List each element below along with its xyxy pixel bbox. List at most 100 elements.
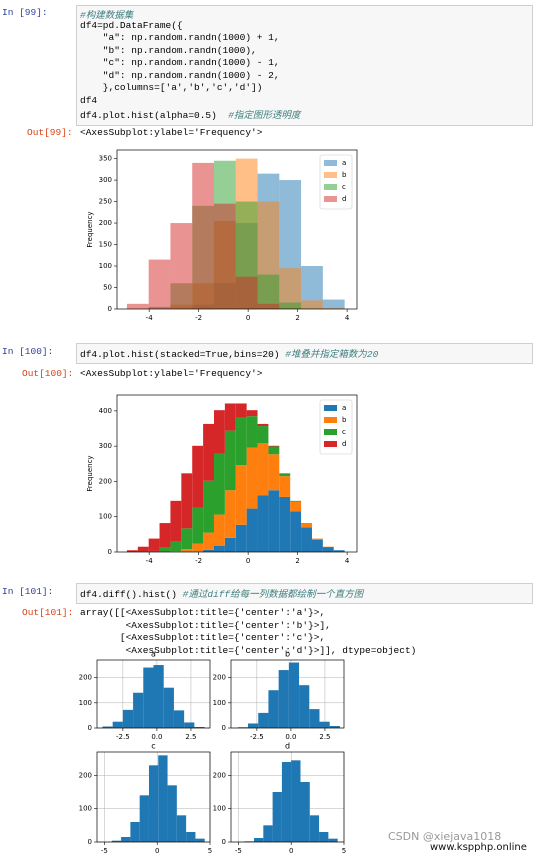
hist-bar <box>322 299 345 309</box>
hist-bar <box>192 507 204 544</box>
code-box <box>76 5 533 126</box>
code-text: df4.diff().hist() <box>80 589 183 600</box>
x-tick-label: -5 <box>235 847 242 855</box>
code-box <box>76 583 533 604</box>
y-tick-label: 200 <box>79 674 92 682</box>
hist-bar <box>224 430 236 491</box>
x-tick-label: -2 <box>195 557 202 565</box>
hist-bar <box>257 303 280 309</box>
hist-bar <box>281 762 292 842</box>
hist-bar <box>170 500 182 542</box>
hist-chart: 0 100 200 -5 0 5 d <box>213 742 347 855</box>
hist-bar <box>257 423 269 427</box>
hist-bar <box>235 276 258 309</box>
hist-bar <box>213 203 236 309</box>
hist-bar <box>170 551 182 552</box>
hist-bar <box>224 537 236 552</box>
output-text: <AxesSubplot:ylabel='Frequency'> <box>80 368 263 379</box>
hist-bar <box>167 785 177 842</box>
hist-bar <box>130 822 140 842</box>
hist-bar <box>279 496 291 552</box>
code-line: df4.plot.hist(stacked=True,bins=20) #堆叠并… <box>80 346 378 360</box>
y-tick-label: 0 <box>88 724 92 732</box>
output-text: <AxesSubplot:ylabel='Frequency'> <box>80 127 263 138</box>
code-text: df4.plot.hist(stacked=True,bins=20) <box>80 349 286 360</box>
hist-bar <box>143 667 154 728</box>
axes-frame <box>230 659 345 729</box>
hist-bar <box>279 476 291 497</box>
code-text: df4 <box>80 94 98 106</box>
hist-bar <box>257 495 269 552</box>
code-text: "b": np.random.randn(1000), <box>80 44 257 56</box>
x-tick-label: -5 <box>101 847 108 855</box>
axes-frame <box>96 659 211 729</box>
hist-bar <box>257 274 280 309</box>
hist-bar <box>203 532 214 550</box>
code-text: "a": np.random.randn(1000) + 1, <box>80 32 280 43</box>
x-tick-label: 4 <box>345 314 350 322</box>
hist-bar <box>254 838 264 842</box>
x-tick-label: -2.5 <box>116 733 130 741</box>
legend-box <box>319 399 353 455</box>
hist-bar <box>300 782 310 842</box>
hist-bar <box>257 426 269 444</box>
legend-swatch <box>324 417 337 423</box>
hist-bar <box>137 546 149 552</box>
hist-bar <box>299 685 310 728</box>
hist-bar <box>268 690 279 728</box>
x-tick-label: 2.5 <box>319 733 330 741</box>
hist-bar <box>235 524 247 552</box>
x-tick-label: 0 <box>155 847 159 855</box>
y-tick-label: 300 <box>99 442 112 450</box>
hist-bar <box>224 490 236 538</box>
x-tick-label: 2.5 <box>185 733 196 741</box>
y-tick-label: 0 <box>222 838 226 846</box>
code-text: df4=pd.DataFrame({ <box>80 19 183 31</box>
hist-bar <box>248 723 259 728</box>
hist-bar <box>192 543 204 552</box>
hist-bar <box>192 551 204 552</box>
hist-bar <box>148 538 160 551</box>
y-tick-label: 100 <box>213 805 226 813</box>
x-tick-label: 0.0 <box>151 733 162 741</box>
y-tick-label: 100 <box>79 805 92 813</box>
hist-bar <box>311 539 323 552</box>
hist-bar <box>290 500 302 502</box>
code-line: df4 <box>80 95 97 106</box>
hist-bar <box>203 549 214 552</box>
watermark-url: www.kspphp.online <box>430 842 527 853</box>
code-line: "c": np.random.randn(1000) - 1, <box>80 57 280 68</box>
hist-bar <box>213 546 225 552</box>
hist-bar <box>195 838 205 842</box>
hist-bar <box>301 523 312 528</box>
code-comment: #构建数据集 <box>80 10 134 21</box>
legend-label: a <box>342 404 346 412</box>
hist-bar <box>309 709 320 728</box>
x-tick-label: 5 <box>208 847 212 855</box>
x-tick-label: 0.0 <box>285 733 296 741</box>
y-tick-label: 250 <box>99 198 112 206</box>
hist-bar <box>148 550 160 552</box>
x-tick-label: 4 <box>345 557 350 565</box>
hist-bar <box>235 403 247 418</box>
code-box <box>76 343 533 364</box>
code-line: "b": np.random.randn(1000), <box>80 45 257 56</box>
code-line: df4=pd.DataFrame({ <box>80 20 183 31</box>
y-tick-label: 0 <box>88 838 92 846</box>
legend-swatch <box>324 405 337 411</box>
hist-bar <box>159 523 171 548</box>
y-axis-label: Frequency <box>86 211 94 247</box>
hist-bar <box>126 550 138 552</box>
legend-swatch <box>324 172 337 178</box>
hist-bar <box>268 490 280 552</box>
hist-bar <box>126 303 149 309</box>
x-tick-label: -2 <box>195 314 202 322</box>
hist-bar <box>279 268 302 309</box>
axes-frame <box>116 149 358 310</box>
y-axis-label: Frequency <box>86 455 94 491</box>
hist-bar <box>288 662 300 728</box>
axes-frame <box>96 751 211 843</box>
